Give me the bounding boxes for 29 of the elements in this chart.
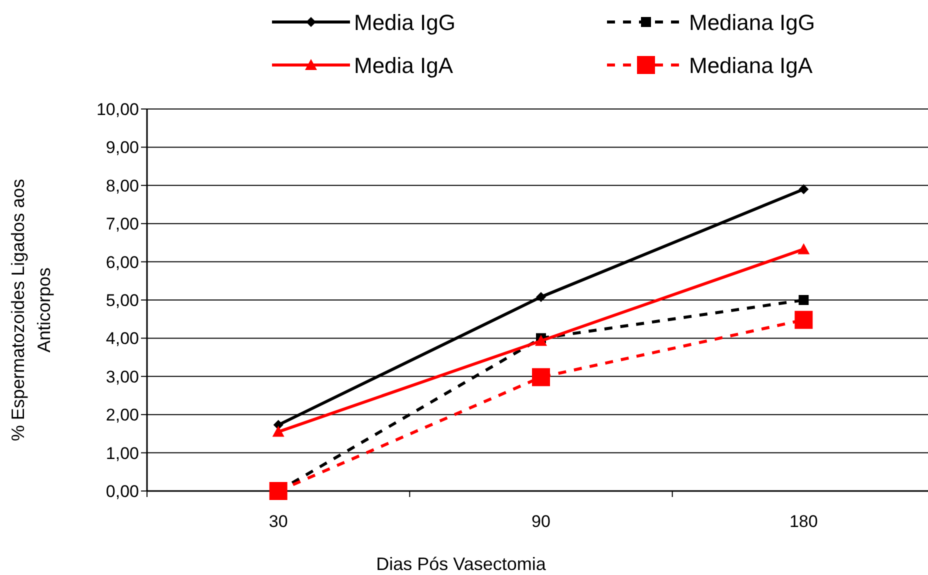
y-tick-label: 1,00 bbox=[106, 444, 139, 463]
x-axis-title: Dias Pós Vasectomia bbox=[376, 554, 547, 574]
x-tick-label: 90 bbox=[532, 512, 550, 531]
y-tick-label: 8,00 bbox=[106, 176, 139, 196]
legend-label: Mediana IgG bbox=[689, 10, 815, 35]
point bbox=[532, 368, 550, 386]
y-tick-label: 4,00 bbox=[106, 329, 139, 348]
y-tick-label: 0,00 bbox=[106, 482, 139, 501]
point bbox=[536, 292, 546, 302]
y-tick-label: 2,00 bbox=[106, 406, 139, 425]
y-tick-label: 10,00 bbox=[96, 100, 139, 119]
point bbox=[798, 295, 809, 305]
point bbox=[798, 243, 810, 254]
y-axis-title: % Espermatozoides Ligados aos Anticorpos bbox=[8, 178, 54, 442]
point bbox=[794, 310, 813, 329]
y-tick-label: 3,00 bbox=[106, 367, 139, 386]
y-tick-label: 6,00 bbox=[106, 252, 139, 272]
x-tick-label: 30 bbox=[268, 512, 288, 531]
y-tick-label: 5,00 bbox=[106, 291, 139, 310]
y-tick-label: 7,00 bbox=[106, 214, 139, 234]
legend-label: Mediana IgA bbox=[689, 53, 813, 78]
point bbox=[272, 426, 284, 437]
x-tick-label: 180 bbox=[789, 512, 818, 531]
point bbox=[798, 184, 809, 194]
point bbox=[535, 334, 547, 346]
legend-label: Media IgA bbox=[354, 53, 454, 78]
point bbox=[269, 482, 288, 500]
legend-label: Media IgG bbox=[354, 10, 456, 35]
y-tick-label: 9,00 bbox=[106, 138, 139, 158]
